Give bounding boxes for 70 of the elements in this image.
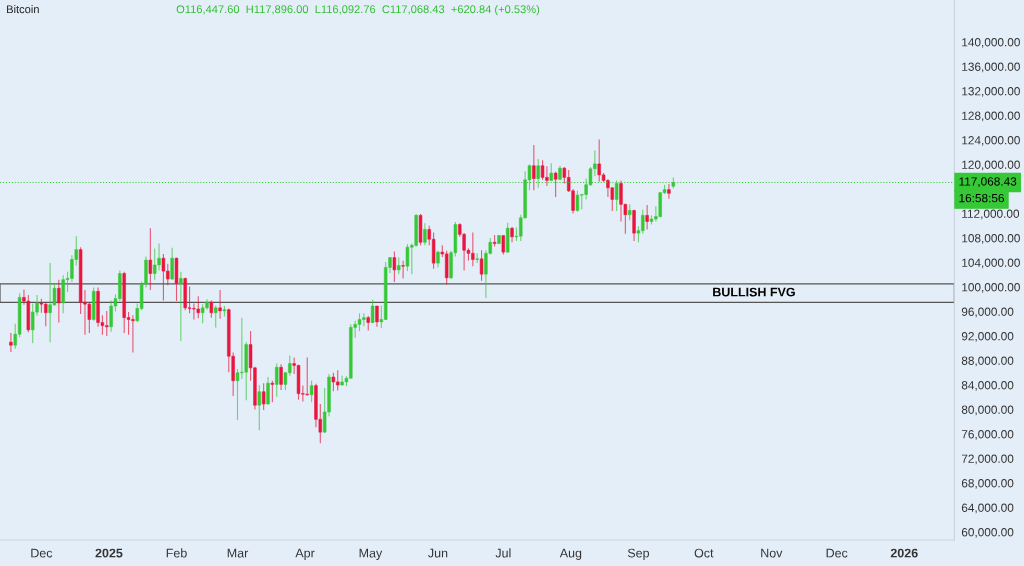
candlestick bbox=[214, 304, 218, 328]
band-label: BULLISH FVG bbox=[713, 287, 795, 297]
y-tick-label: 136,000.00 bbox=[962, 62, 1020, 73]
y-tick-label: 72,000.00 bbox=[961, 454, 1014, 465]
y-tick-label: 84,000.00 bbox=[961, 381, 1014, 391]
y-tick-label: 128,000.00 bbox=[962, 111, 1020, 122]
candlestick bbox=[161, 253, 166, 302]
candlestick bbox=[575, 190, 580, 213]
chart-title: Bitcoin bbox=[7, 5, 39, 14]
x-tick-label: Feb bbox=[166, 548, 187, 558]
y-tick-label: 88,000.00 bbox=[961, 356, 1014, 367]
candlestick bbox=[553, 171, 558, 198]
candlestick bbox=[505, 222, 510, 254]
y-tick-label: 124,000.00 bbox=[962, 136, 1020, 146]
candlestick bbox=[196, 295, 200, 319]
y-tick-label: 68,000.00 bbox=[961, 479, 1014, 489]
candlestick bbox=[92, 287, 96, 322]
candlestick bbox=[401, 260, 405, 279]
y-tick-label: 92,000.00 bbox=[961, 332, 1014, 342]
y-tick-label: 140,000.00 bbox=[962, 38, 1020, 48]
candlestick bbox=[309, 380, 314, 403]
y-tick-label: 120,000.00 bbox=[962, 160, 1020, 171]
candlestick bbox=[275, 363, 279, 398]
candlestick bbox=[153, 247, 157, 281]
y-tick-label: 112,000.00 bbox=[962, 209, 1020, 220]
candlestick bbox=[532, 144, 536, 191]
candlestick bbox=[257, 384, 261, 431]
y-tick-label: 64,000.00 bbox=[961, 503, 1014, 514]
candlestick bbox=[200, 303, 205, 324]
y-tick-label: 132,000.00 bbox=[962, 87, 1020, 97]
x-tick-label: Jun bbox=[428, 548, 448, 558]
x-tick-label: Nov bbox=[761, 548, 783, 558]
x-tick-label: May bbox=[359, 548, 383, 560]
candlestick bbox=[431, 231, 436, 270]
x-tick-label: Apr bbox=[295, 548, 315, 560]
x-tick-label: Aug bbox=[559, 548, 582, 560]
candlestick bbox=[444, 250, 449, 286]
candlestick bbox=[392, 250, 397, 283]
candlestick bbox=[174, 257, 179, 302]
candlestick bbox=[270, 380, 275, 403]
y-tick-label: 60,000.00 bbox=[961, 528, 1014, 538]
candlestick bbox=[479, 249, 484, 282]
y-tick-label: 104,000.00 bbox=[962, 258, 1020, 269]
candlestick bbox=[501, 235, 506, 256]
x-tick-label: 2025 bbox=[95, 548, 123, 558]
x-tick-label: Jul bbox=[495, 548, 511, 558]
x-tick-label: Mar bbox=[227, 548, 249, 558]
candlestick bbox=[418, 213, 423, 246]
y-tick-label: 80,000.00 bbox=[961, 405, 1014, 416]
y-tick-label: 76,000.00 bbox=[961, 430, 1014, 440]
candlestick bbox=[414, 213, 418, 248]
x-tick-label: 2026 bbox=[890, 548, 918, 558]
candlestick bbox=[148, 227, 153, 291]
x-tick-label: Sep bbox=[627, 548, 650, 560]
candlestick bbox=[492, 234, 497, 248]
annotation: O116,447.60 H117,896.00 L116,092.76 C117,068.43 +620.84 (+0.53%) bbox=[176, 5, 540, 16]
candlestick bbox=[57, 279, 61, 324]
x-tick-label: Oct bbox=[694, 548, 714, 558]
y-tick-label: 100,000.00 bbox=[962, 283, 1020, 293]
candlestick bbox=[331, 372, 336, 392]
candlestick bbox=[370, 299, 375, 324]
x-tick-label: Dec bbox=[826, 548, 848, 558]
candlestick bbox=[475, 252, 479, 264]
x-tick-label: Dec bbox=[31, 548, 53, 558]
text: 16:58:56 bbox=[959, 193, 1004, 203]
candlestick bbox=[261, 382, 266, 411]
ref-line-label: 117,068.43 bbox=[959, 177, 1017, 188]
candlestick bbox=[405, 243, 410, 272]
y-tick-label: 96,000.00 bbox=[961, 307, 1014, 318]
y-tick-label: 108,000.00 bbox=[962, 234, 1020, 244]
